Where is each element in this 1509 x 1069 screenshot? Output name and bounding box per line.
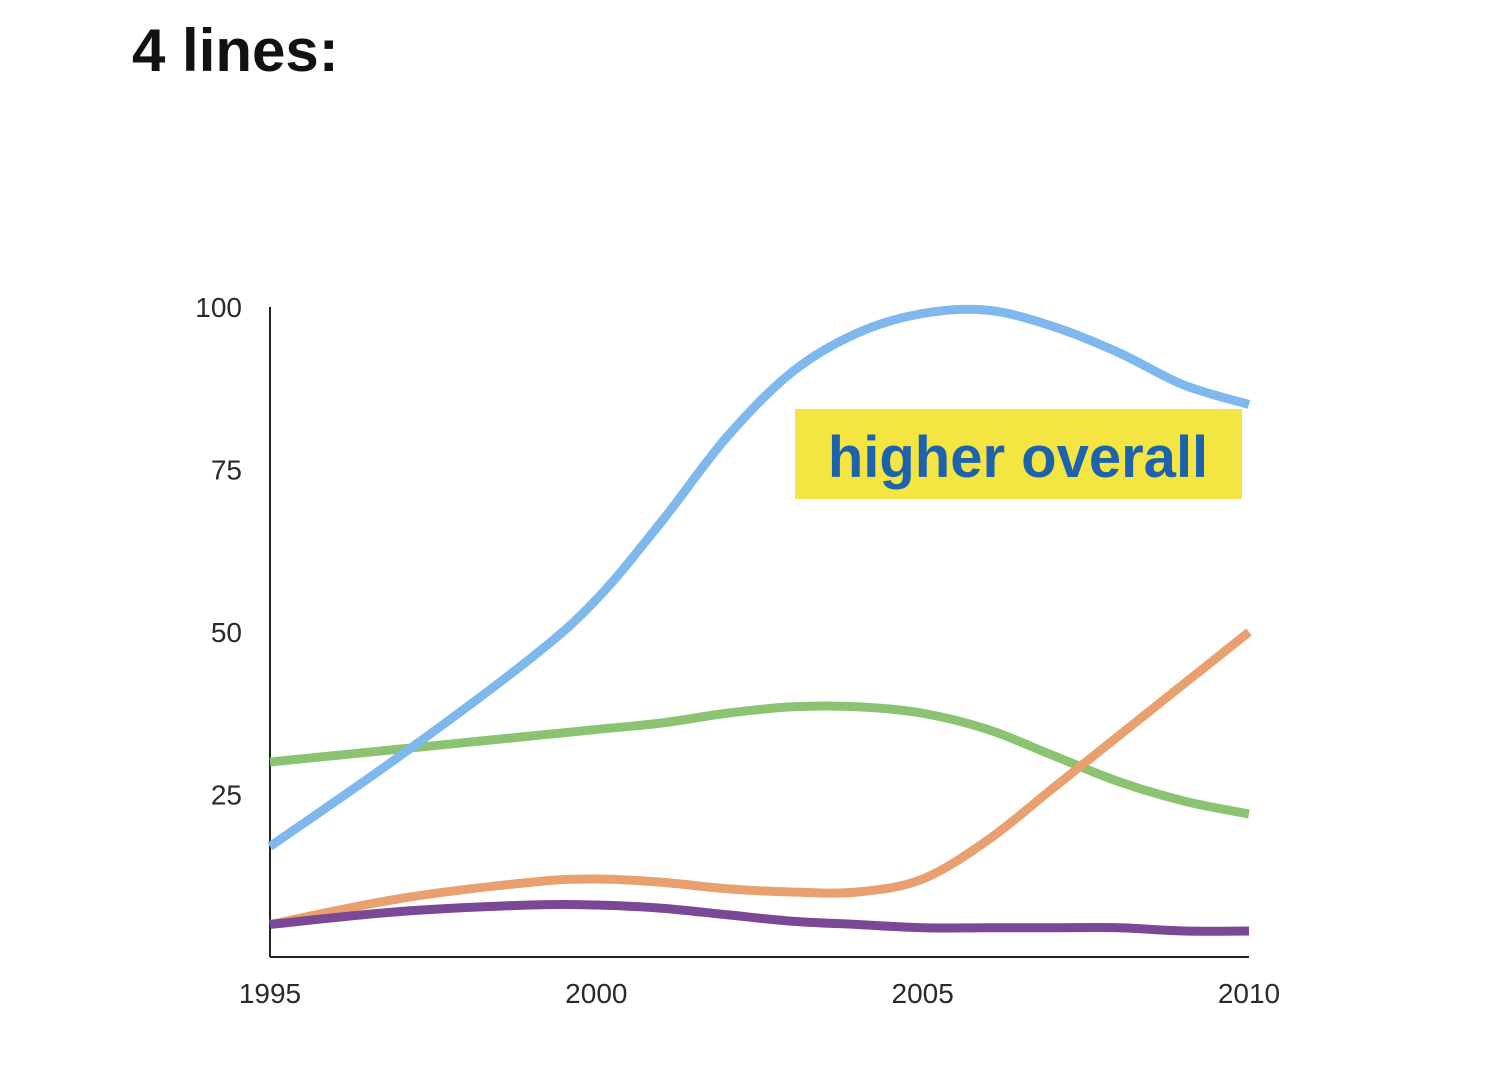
series-line-1 [269,701,1250,819]
annotation-label: higher overall [828,425,1208,490]
y-tick-label: 50 [211,617,242,648]
x-tick-label: 2010 [1218,978,1280,1009]
x-tick-label: 2000 [565,978,627,1009]
chart-axes: 25 50 75 100 1995 2000 2005 2010 [195,292,1280,1009]
y-tick-label: 25 [211,780,242,811]
y-tick-label: 75 [211,455,242,486]
page-title: 4 lines: [132,17,339,84]
x-tick-label: 1995 [239,978,301,1009]
y-tick-label: 100 [195,292,242,323]
series-line-2 [269,628,1252,929]
annotation-highlight [795,409,1242,499]
series-line-3 [269,899,1250,936]
series-line-0 [267,304,1251,851]
x-tick-label: 2005 [892,978,954,1009]
chart-lines [267,304,1252,936]
chart-annotation: higher overall [795,409,1242,499]
